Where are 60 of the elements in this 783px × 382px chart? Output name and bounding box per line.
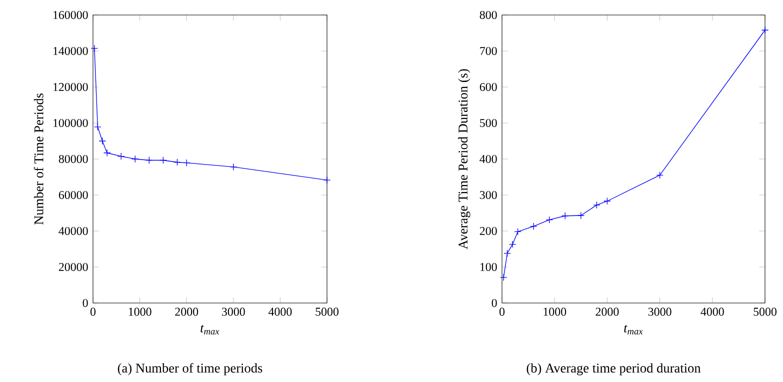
- x-tick-label: 3000: [648, 308, 672, 316]
- point: [160, 156, 167, 164]
- point: [230, 163, 238, 171]
- y-tick-label: 600: [480, 82, 497, 92]
- point: [514, 228, 522, 236]
- point: [117, 152, 125, 160]
- y-axis-title: Average Time Period Duration (s): [458, 69, 470, 250]
- point: [98, 137, 106, 145]
- x-tick-label: 2000: [596, 308, 619, 316]
- point: [546, 216, 553, 224]
- y-tick-label: 400: [480, 154, 497, 164]
- point: [90, 44, 98, 52]
- y-tick-label: 60000: [58, 190, 88, 200]
- point: [131, 155, 139, 163]
- point: [182, 159, 190, 166]
- x-tick-label: 0: [499, 308, 505, 316]
- y-tick-label: 200: [480, 226, 497, 236]
- y-tick-label: 160000: [53, 10, 88, 20]
- point: [761, 26, 769, 34]
- text: (b) Average time period duration: [526, 363, 701, 376]
- y-tick-label: 120000: [53, 82, 88, 92]
- x-tick-label: 1000: [544, 308, 566, 316]
- point: [561, 212, 569, 220]
- point: [656, 172, 664, 179]
- y-tick-label: 40000: [58, 226, 88, 236]
- y-tick-label: 0: [82, 298, 88, 308]
- x-tick-label: 3000: [222, 308, 245, 316]
- point: [508, 240, 516, 248]
- point: [604, 197, 611, 205]
- point: [593, 201, 600, 209]
- x-tick-label: 1000: [128, 308, 152, 316]
- point: [504, 250, 511, 257]
- point: [323, 176, 331, 184]
- x-tick-label: 0: [90, 308, 96, 316]
- y-tick-label: 80000: [58, 154, 88, 164]
- y-tick-label: 0: [492, 298, 497, 308]
- x-tick-label: 5000: [316, 308, 338, 316]
- y-tick-label: 20000: [58, 262, 88, 272]
- y-tick-label: 140000: [53, 46, 88, 56]
- y-tick-label: 100: [480, 262, 497, 272]
- point: [530, 222, 538, 230]
- x-tick-label: 2000: [175, 308, 198, 316]
- x-tick-label: 5000: [754, 308, 776, 316]
- y-tick-label: 300: [480, 190, 497, 200]
- y-tick-label: 800: [480, 10, 497, 20]
- point: [577, 212, 585, 220]
- y-tick-label: 100000: [53, 118, 88, 128]
- point: [103, 149, 111, 157]
- point: [174, 158, 181, 166]
- point: [146, 156, 153, 164]
- y-axis-title: Number of Time Periods: [34, 93, 44, 225]
- x-tick-label: 4000: [268, 308, 292, 316]
- point: [94, 123, 102, 131]
- text: (a) Number of time periods: [118, 363, 262, 376]
- y-tick-label: 500: [480, 118, 497, 128]
- x-axis-title: t$_{max}$: [200, 324, 220, 334]
- x-axis-title: t$_{max}$: [624, 324, 643, 334]
- y-tick-label: 700: [480, 46, 497, 56]
- point: [500, 274, 508, 282]
- x-tick-label: 4000: [700, 308, 724, 316]
